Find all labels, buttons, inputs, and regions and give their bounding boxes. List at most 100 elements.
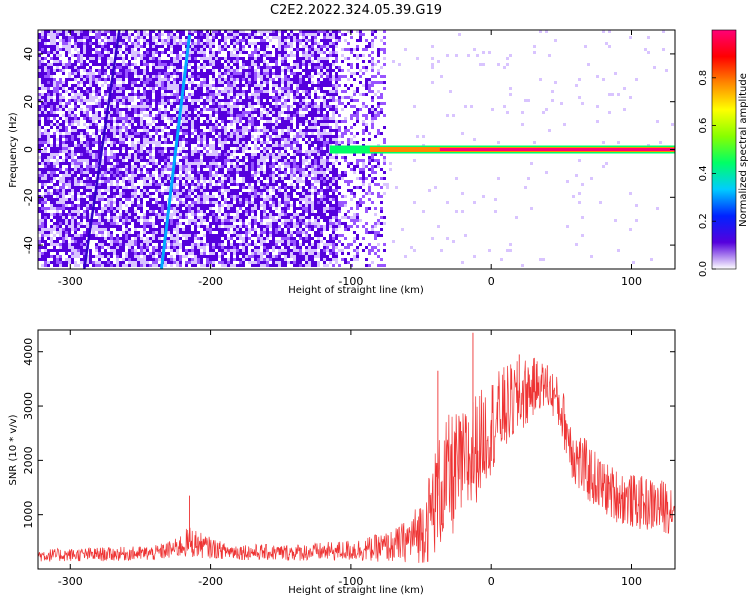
spectrogram-cell [254,216,257,219]
spectrogram-cell [68,42,71,45]
spectrogram-cell [200,201,203,204]
spectrogram-cell [131,51,134,54]
spectrogram-cell [62,192,65,195]
spectrogram-cell [206,117,209,120]
spectrogram-cell [122,63,125,66]
spectrogram-cell [80,54,83,57]
spectrogram-cell [218,165,221,168]
spectrogram-cell [56,42,59,45]
spectrogram-cell [176,234,179,237]
spectrogram-cell [140,156,143,159]
spectrogram-cell [254,51,257,54]
spectrogram-cell [215,138,218,141]
spectrogram-cell [134,231,137,234]
spectrogram-cell [254,75,257,78]
spectrogram-cell [77,96,80,99]
spectrogram-cell [140,81,143,84]
spectrogram-cell [254,222,257,225]
spectrogram-cell [221,264,224,267]
spectrogram-cell [59,39,62,42]
spectrogram-cell [65,90,68,93]
spectrogram-cell [206,216,209,219]
spectrogram-cell [173,102,176,105]
spectrogram-cell [206,204,209,207]
spectrogram-cell [200,150,203,153]
spectrogram-cell [104,198,107,201]
spectrogram-cell [233,141,236,144]
spectrogram-cell [143,195,146,198]
spectrogram-cell [44,162,47,165]
spectrogram-cell [164,96,167,99]
spectrogram-cell [83,186,86,189]
spectrogram-cell [44,177,47,180]
spectrogram-cell [236,129,239,132]
spectrogram-cell [53,213,56,216]
spectrogram-cell [245,51,248,54]
spectrogram-cell [185,213,188,216]
spectrogram-cell [254,252,257,255]
spectrogram-cell [227,210,230,213]
spectrogram-cell [230,150,233,153]
spectrogram-cell [50,42,53,45]
spectrogram-cell [41,75,44,78]
spectrogram-cell [173,183,176,186]
spectrogram-cell [80,42,83,45]
spectrogram-cell [263,129,266,132]
spectrogram-cell [71,123,74,126]
spectrogram-cell [218,90,221,93]
spectrogram-cell [125,219,128,222]
spectrogram-cell [56,180,59,183]
spectrogram-cell [200,153,203,156]
spectrogram-cell [152,174,155,177]
spectrogram-cell [188,129,191,132]
spectrogram-cell [44,222,47,225]
spectrogram-cell [41,264,44,267]
spectrogram-cell [233,111,236,114]
spectrogram-cell [233,129,236,132]
spectrogram-cell [152,213,155,216]
spectrogram-cell [83,237,86,240]
spectrogram-cell [263,171,266,174]
spectrogram-cell [92,231,95,234]
spectrogram-cell [77,207,80,210]
spectrogram-cell [188,111,191,114]
spectrogram-cell [95,45,98,48]
spectrogram-cell [62,183,65,186]
spectrogram-cell [230,141,233,144]
spectrogram-cell [128,63,131,66]
spectrogram-cell [164,39,167,42]
spectrogram-cell [134,156,137,159]
spectrogram-cell [134,255,137,258]
spectrogram-cell [158,153,161,156]
spectrogram-cell [137,255,140,258]
spectrogram-cell [248,165,251,168]
spectrogram-cell [110,183,113,186]
spectrogram-cell [230,111,233,114]
spectrogram-cell [170,84,173,87]
spectrogram-cell [128,117,131,120]
spectrogram-cell [152,54,155,57]
spectrogram-cell [218,78,221,81]
spectrogram-cell [92,117,95,120]
spectrogram-cell [245,165,248,168]
spectrogram-cell [224,219,227,222]
spectrogram-cell [254,261,257,264]
spectrogram-cell [77,180,80,183]
spectrogram-cell [227,261,230,264]
spectrogram-cell [212,240,215,243]
spectrogram-cell [230,252,233,255]
spectrogram-cell [203,198,206,201]
spectrogram-cell [137,72,140,75]
spectrogram-cell [197,246,200,249]
spectrogram-cell [113,240,116,243]
spectrogram-cell [80,156,83,159]
spectrogram-cell [242,156,245,159]
spectrogram-cell [125,153,128,156]
spectrogram-cell [95,63,98,66]
spectrogram-cell [176,48,179,51]
spectrogram-cell [272,138,275,141]
spectrogram-cell [236,144,239,147]
spectrogram-cell [50,255,53,258]
spectrogram-cell [53,204,56,207]
spectrogram-cell [179,189,182,192]
